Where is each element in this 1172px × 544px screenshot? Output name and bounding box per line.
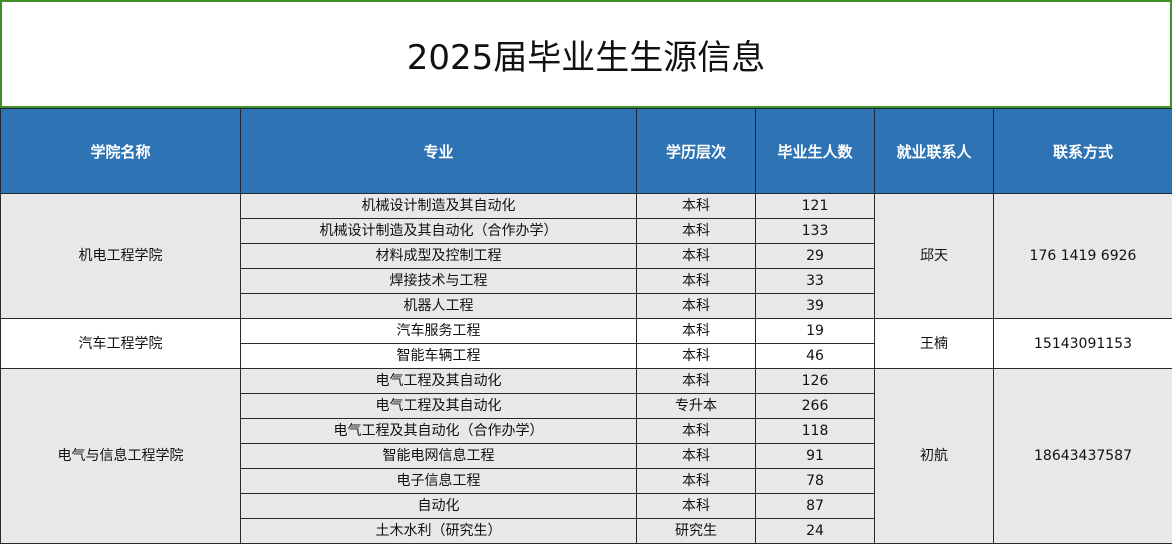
level-cell: 本科 (636, 368, 756, 394)
major-cell: 智能电网信息工程 (240, 443, 637, 469)
header-major: 专业 (240, 108, 637, 194)
level-cell: 本科 (636, 418, 756, 444)
level-cell: 本科 (636, 318, 756, 344)
count-cell: 266 (755, 393, 875, 419)
table-row: 电子信息工程 本科 78 (1, 468, 1172, 494)
major-cell: 电子信息工程 (240, 468, 637, 494)
level-cell: 本科 (636, 493, 756, 519)
title-banner: 2025届毕业生生源信息 (0, 0, 1172, 108)
table-row: 焊接技术与工程 本科 33 (1, 268, 1172, 294)
major-cell: 自动化 (240, 493, 637, 519)
header-college: 学院名称 (0, 108, 241, 194)
header-phone: 联系方式 (993, 108, 1172, 194)
table-row: 汽车工程学院 汽车服务工程 本科 19 王楠 15143091153 (0, 318, 1172, 369)
major-cell: 土木水利（研究生） (240, 518, 637, 544)
count-cell: 19 (755, 318, 875, 344)
table-row: 机器人工程 本科 39 (1, 293, 1172, 319)
count-cell: 87 (755, 493, 875, 519)
level-cell: 本科 (636, 243, 756, 269)
major-cell: 机器人工程 (240, 293, 637, 319)
level-cell: 本科 (636, 218, 756, 244)
major-cell: 智能车辆工程 (240, 343, 637, 369)
contact-cell: 王楠 (874, 318, 994, 369)
page-title: 2025届毕业生生源信息 (406, 37, 766, 78)
count-cell: 24 (755, 518, 875, 544)
graduate-source-table: 学院名称 专业 学历层次 毕业生人数 就业联系人 联系方式 机电工程学院 机械设计… (0, 108, 1172, 544)
level-cell: 本科 (636, 193, 756, 219)
major-cell: 电气工程及其自动化 (240, 368, 637, 394)
count-cell: 78 (755, 468, 875, 494)
major-cell: 焊接技术与工程 (240, 268, 637, 294)
count-cell: 126 (755, 368, 875, 394)
count-cell: 118 (755, 418, 875, 444)
phone-cell: 18643437587 (993, 368, 1172, 544)
phone-cell: 15143091153 (993, 318, 1172, 369)
major-cell: 汽车服务工程 (240, 318, 637, 344)
header-level: 学历层次 (636, 108, 756, 194)
level-cell: 本科 (636, 293, 756, 319)
count-cell: 121 (755, 193, 875, 219)
table-body: 机电工程学院 机械设计制造及其自动化 本科 121 邱天 176 1419 6926 机械设… (0, 193, 1172, 544)
level-cell: 研究生 (636, 518, 756, 544)
contact-cell: 初航 (874, 368, 994, 544)
level-cell: 本科 (636, 468, 756, 494)
level-cell: 本科 (636, 443, 756, 469)
major-cell: 机械设计制造及其自动化（合作办学） (240, 218, 637, 244)
table-row: 电气工程及其自动化（合作办学） 本科 118 (1, 418, 1172, 444)
header-count: 毕业生人数 (755, 108, 875, 194)
college-cell: 电气与信息工程学院 (0, 368, 241, 544)
major-cell: 机械设计制造及其自动化 (240, 193, 637, 219)
level-cell: 本科 (636, 268, 756, 294)
major-cell: 电气工程及其自动化 (240, 393, 637, 419)
count-cell: 29 (755, 243, 875, 269)
table-row: 电气与信息工程学院 电气工程及其自动化 本科 126 初航 18643437587 (0, 368, 1172, 544)
college-cell: 机电工程学院 (0, 193, 241, 319)
header-contact: 就业联系人 (874, 108, 994, 194)
count-cell: 39 (755, 293, 875, 319)
header-row: 学院名称 专业 学历层次 毕业生人数 就业联系人 联系方式 (0, 108, 1172, 194)
level-cell: 本科 (636, 343, 756, 369)
table-row: 材料成型及控制工程 本科 29 (1, 243, 1172, 269)
contact-cell: 邱天 (874, 193, 994, 319)
level-cell: 专升本 (636, 393, 756, 419)
count-cell: 46 (755, 343, 875, 369)
table-row: 土木水利（研究生） 研究生 24 (1, 518, 1172, 544)
count-cell: 133 (755, 218, 875, 244)
table-row: 机电工程学院 机械设计制造及其自动化 本科 121 邱天 176 1419 6926 (0, 193, 1172, 319)
table-row: 智能电网信息工程 本科 91 (1, 443, 1172, 469)
phone-cell: 176 1419 6926 (993, 193, 1172, 319)
major-cell: 材料成型及控制工程 (240, 243, 637, 269)
table-row: 机械设计制造及其自动化（合作办学） 本科 133 (1, 218, 1172, 244)
major-cell: 电气工程及其自动化（合作办学） (240, 418, 637, 444)
college-cell: 汽车工程学院 (0, 318, 241, 369)
table-row: 智能车辆工程 本科 46 (1, 343, 1172, 369)
count-cell: 33 (755, 268, 875, 294)
count-cell: 91 (755, 443, 875, 469)
